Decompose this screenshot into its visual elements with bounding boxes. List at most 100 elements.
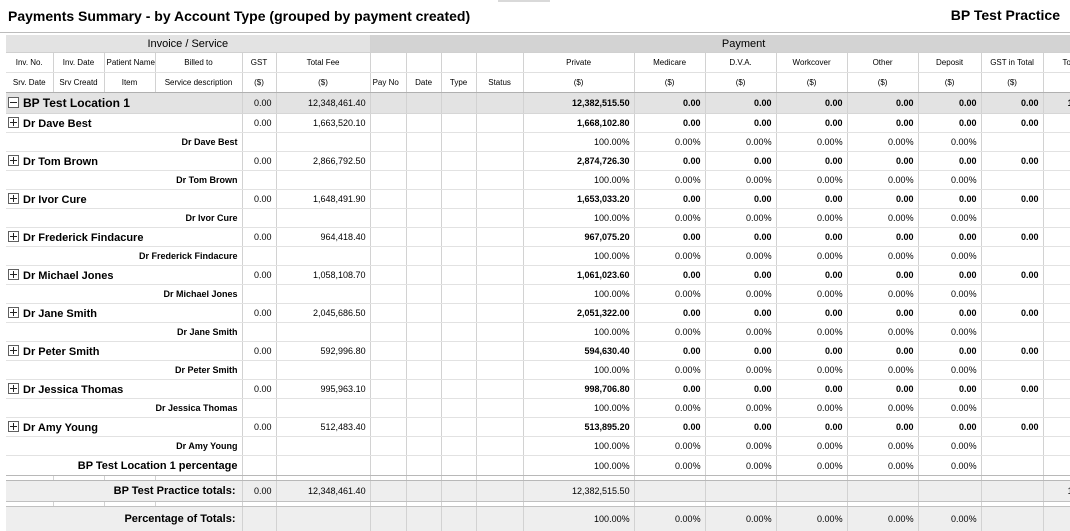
col-header[interactable]: Workcover xyxy=(776,53,847,73)
col-header[interactable]: D.V.A. xyxy=(705,53,776,73)
expand-toggle-icon[interactable] xyxy=(8,155,19,166)
col-header-sub[interactable]: ($) xyxy=(276,73,370,93)
zero-amount-cell: 0.00 xyxy=(634,418,705,437)
total-paid-cell: 12,382,515 xyxy=(1043,93,1070,114)
col-header-sub[interactable]: Srv Creatd xyxy=(53,73,104,93)
expand-toggle-icon[interactable] xyxy=(8,231,19,242)
col-header[interactable] xyxy=(441,53,476,73)
col-header[interactable]: Total Paid xyxy=(1043,53,1070,73)
workcover-cell: 0.00 xyxy=(776,93,847,114)
empty-cell xyxy=(276,323,370,342)
doctor-name-cell: Dr Peter Smith xyxy=(6,342,242,361)
total-fee-cell: 12,348,461.40 xyxy=(276,481,370,502)
empty-cell xyxy=(406,399,441,418)
col-header-sub[interactable]: ($) xyxy=(705,73,776,93)
empty-cell xyxy=(1043,171,1070,190)
doctor-name-cell: Dr Frederick Findacure xyxy=(6,228,242,247)
col-header-sub[interactable]: ($) xyxy=(242,73,276,93)
col-header[interactable]: Deposit xyxy=(918,53,981,73)
zero-pct-cell: 0.00% xyxy=(776,456,847,476)
doctor-name-cell: Dr Amy Young xyxy=(6,418,242,437)
empty-cell xyxy=(1043,247,1070,266)
collapse-toggle-icon[interactable] xyxy=(8,97,19,108)
private-pct-cell: 100.00% xyxy=(523,247,634,266)
zero-amount-cell: 0.00 xyxy=(981,380,1043,399)
col-header[interactable]: Inv. Date xyxy=(53,53,104,73)
total-fee-cell: 1,663,520.10 xyxy=(276,114,370,133)
col-header-sub[interactable]: Service description xyxy=(155,73,242,93)
doctor-subtotal-label: Dr Michael Jones xyxy=(6,285,242,304)
empty-cell xyxy=(476,285,523,304)
zero-pct-cell: 0.00% xyxy=(634,133,705,152)
doctor-name-cell: Dr Tom Brown xyxy=(6,152,242,171)
expand-toggle-icon[interactable] xyxy=(8,193,19,204)
report-title-bar: Payments Summary - by Account Type (grou… xyxy=(0,0,1070,33)
col-header[interactable] xyxy=(370,53,406,73)
col-header[interactable]: Total Fee xyxy=(276,53,370,73)
zero-amount-cell: 0.00 xyxy=(918,266,981,285)
col-header-sub[interactable]: Date xyxy=(406,73,441,93)
col-header-sub[interactable]: Status xyxy=(476,73,523,93)
zero-pct-cell: 0.00% xyxy=(847,507,918,531)
total-paid-cell: 2,874,726 xyxy=(1043,152,1070,171)
empty-cell xyxy=(406,93,441,114)
col-header[interactable]: Private xyxy=(523,53,634,73)
col-header-sub[interactable]: ($) xyxy=(847,73,918,93)
zero-amount-cell: 0.00 xyxy=(981,266,1043,285)
empty-cell xyxy=(981,285,1043,304)
zero-pct-cell: 0.00% xyxy=(847,361,918,380)
zero-pct-cell: 0.00% xyxy=(918,399,981,418)
empty-cell xyxy=(406,456,441,476)
col-header[interactable] xyxy=(476,53,523,73)
col-header[interactable] xyxy=(406,53,441,73)
expand-toggle-icon[interactable] xyxy=(8,307,19,318)
expand-toggle-icon[interactable] xyxy=(8,117,19,128)
empty-cell xyxy=(276,399,370,418)
col-header[interactable]: Billed to xyxy=(155,53,242,73)
col-header-sub[interactable]: ($) xyxy=(776,73,847,93)
empty-cell xyxy=(441,342,476,361)
zero-pct-cell: 0.00% xyxy=(847,133,918,152)
col-header-sub[interactable]: ($) xyxy=(918,73,981,93)
zero-pct-cell: 0.00% xyxy=(634,285,705,304)
col-header-sub[interactable]: Pay No xyxy=(370,73,406,93)
col-header[interactable]: GST in Total xyxy=(981,53,1043,73)
col-header-sub[interactable]: ($) xyxy=(1043,73,1070,93)
col-header-sub[interactable]: ($) xyxy=(981,73,1043,93)
col-header[interactable]: Patient Name xyxy=(104,53,155,73)
empty-cell xyxy=(406,171,441,190)
col-header[interactable]: Other xyxy=(847,53,918,73)
expand-toggle-icon[interactable] xyxy=(8,383,19,394)
col-header-sub[interactable]: Item xyxy=(104,73,155,93)
private-cell: 1,061,023.60 xyxy=(523,266,634,285)
expand-toggle-icon[interactable] xyxy=(8,269,19,280)
empty-cell xyxy=(406,133,441,152)
col-header-sub[interactable]: ($) xyxy=(523,73,634,93)
col-header[interactable]: Medicare xyxy=(634,53,705,73)
expand-toggle-icon[interactable] xyxy=(8,421,19,432)
empty-cell xyxy=(441,266,476,285)
empty-cell xyxy=(370,247,406,266)
col-header[interactable]: GST xyxy=(242,53,276,73)
expand-toggle-icon[interactable] xyxy=(8,345,19,356)
doctor-subtotal-label: Dr Amy Young xyxy=(6,437,242,456)
col-header-sub[interactable]: ($) xyxy=(634,73,705,93)
col-header[interactable]: Inv. No. xyxy=(6,53,53,73)
col-header-sub[interactable]: Srv. Date xyxy=(6,73,53,93)
zero-pct-cell: 0.00% xyxy=(776,437,847,456)
col-header-sub[interactable]: Type xyxy=(441,73,476,93)
empty-cell xyxy=(476,209,523,228)
payments-summary-table: Invoice / Service Payment Inv. No.Inv. D… xyxy=(6,35,1070,531)
